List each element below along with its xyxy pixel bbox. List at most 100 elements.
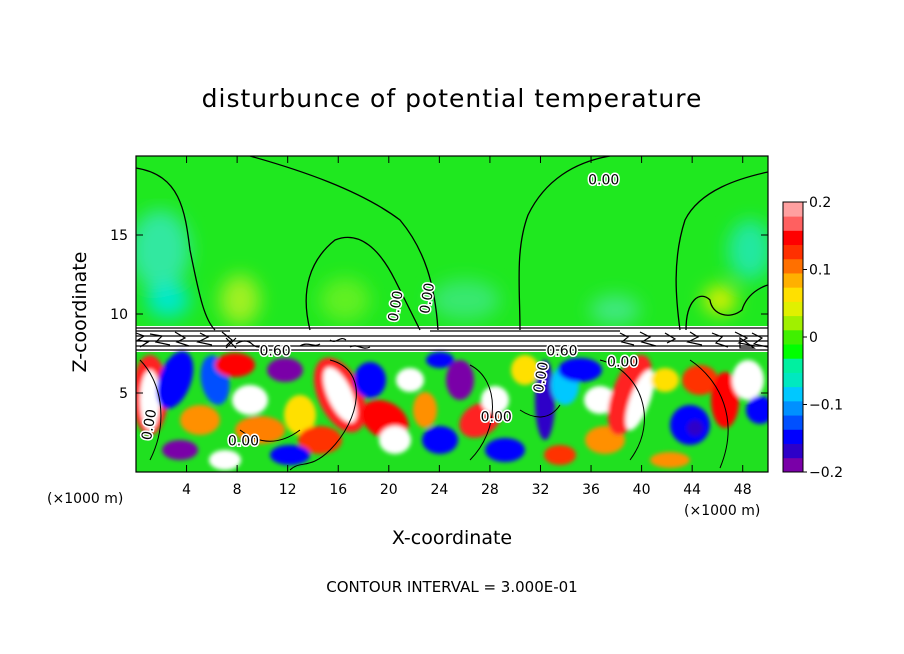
- contour-interval-note: CONTOUR INTERVAL = 3.000E-01: [326, 578, 578, 596]
- x-axis: 4 8 12 16 20 24 28 32 36 40 44 48: [182, 156, 752, 498]
- eddy-patch: [379, 426, 411, 454]
- eddy-patch: [396, 368, 424, 392]
- eddy-patch: [651, 368, 679, 392]
- x-tick-label: 24: [430, 482, 448, 498]
- upper-anomaly: [590, 295, 640, 325]
- x-tick-label: 8: [233, 482, 242, 498]
- contour-label: 0.00: [606, 353, 640, 372]
- colorbar-segment: [783, 315, 803, 331]
- upper-contour-lines: [136, 156, 768, 331]
- contour-line: [305, 236, 421, 331]
- colorbar-segment: [783, 457, 803, 473]
- contour-label: 0.60: [545, 342, 579, 361]
- eddy-patch: [426, 352, 454, 368]
- x-tick-label: 40: [633, 482, 651, 498]
- contour-line: [685, 284, 768, 331]
- eddy-patch: [535, 360, 555, 440]
- colorbar-segment: [783, 329, 803, 345]
- colorbar-segment: [783, 202, 803, 217]
- contour-labels: 0.000.00 0.000.60 0.600.00 0.000.000.00 0.00: [138, 171, 640, 451]
- y-axis-label: Z-coordinate: [69, 251, 91, 373]
- x-tick-label: 44: [683, 482, 701, 498]
- heatmap-field: [136, 156, 768, 472]
- eddy-patch: [323, 367, 357, 423]
- colorbar-segment: [783, 301, 803, 317]
- contour-line: [675, 171, 768, 331]
- colorbar-segment: [783, 443, 803, 459]
- colorbar-tick-label: 0.1: [809, 263, 831, 279]
- x-tick-label: 32: [532, 482, 550, 498]
- eddy-patch: [235, 416, 285, 444]
- contour-label-text: 0.00: [588, 173, 619, 189]
- contour-line: [518, 156, 611, 331]
- upper-anomaly: [704, 286, 736, 314]
- eddy-patch: [625, 369, 655, 431]
- x-tick-label: 36: [582, 482, 600, 498]
- upper-anomaly: [430, 280, 500, 320]
- eddy-patch: [162, 440, 198, 460]
- eddy-patch: [446, 360, 474, 400]
- eddy-patch: [270, 445, 310, 465]
- colorbar: −0.2 −0.1 0 0.1 0.2: [782, 195, 843, 481]
- eddy-patch: [354, 362, 386, 398]
- turbulent-eddies: [136, 351, 768, 470]
- eddy-patch: [732, 360, 764, 400]
- eddy-patch: [284, 395, 316, 435]
- inversion-squiggle: [619, 331, 769, 348]
- eddy-patch: [544, 445, 576, 465]
- colorbar-segment: [783, 258, 803, 274]
- inversion-squiggle: [235, 337, 371, 349]
- eddy-patch: [267, 358, 303, 382]
- eddy-patch: [180, 405, 220, 435]
- colorbar-tick-label: 0.2: [809, 195, 831, 211]
- eddy-patch: [682, 365, 718, 395]
- eddy-patch: [746, 396, 768, 424]
- contour-line: [469, 364, 493, 461]
- upper-anomaly: [728, 220, 768, 280]
- eddy-patch: [558, 358, 602, 382]
- contour-label-text: 0.00: [481, 410, 512, 426]
- eddy-patch: [607, 355, 653, 435]
- eddy-patch: [215, 353, 255, 377]
- colorbar-segment: [783, 244, 803, 260]
- colorbar-segment: [783, 386, 803, 402]
- contour-label-text: 0.00: [228, 433, 259, 449]
- contour-label-text: 0.60: [259, 343, 290, 359]
- colorbar-tick-label: 0: [809, 330, 818, 346]
- eddy-patch: [711, 372, 739, 428]
- eddy-patch: [650, 452, 690, 468]
- colorbar-tick-label: −0.1: [809, 398, 843, 414]
- eddy-patch: [413, 392, 437, 428]
- eddy-patch: [511, 355, 539, 385]
- eddy-patch: [298, 426, 342, 454]
- contour-line: [519, 404, 561, 418]
- upper-anomaly: [146, 282, 190, 318]
- colorbar-segment: [783, 372, 803, 388]
- eddy-patch: [422, 426, 458, 454]
- inversion-squiggle: [135, 331, 233, 348]
- contour-label: 0.00: [479, 408, 513, 427]
- eddy-patch: [156, 351, 194, 409]
- colorbar-segment: [783, 273, 803, 288]
- inversion-band: [136, 326, 768, 352]
- colorbar-tick-label: −0.2: [809, 465, 843, 481]
- x-unit-label-left: (×1000 m): [47, 491, 124, 507]
- contour-line: [289, 359, 357, 471]
- eddy-patch: [481, 386, 509, 414]
- chart-title: disturbunce of potential temperature: [201, 84, 703, 113]
- x-tick-label: 48: [734, 482, 752, 498]
- eddy-patch: [687, 420, 703, 436]
- contour-line: [139, 359, 162, 461]
- colorbar-segment: [783, 429, 803, 444]
- lower-contour-lines: [139, 359, 729, 471]
- upper-anomaly: [136, 210, 190, 290]
- y-tick-label: 10: [110, 307, 128, 323]
- y-tick-label: 15: [110, 228, 128, 244]
- colorbar-segment: [783, 400, 803, 416]
- eddy-patch: [232, 385, 268, 415]
- inversion-squiggle: [225, 337, 237, 349]
- contour-line: [689, 359, 729, 469]
- x-tick-label: 12: [279, 482, 297, 498]
- contour-line: [599, 359, 645, 461]
